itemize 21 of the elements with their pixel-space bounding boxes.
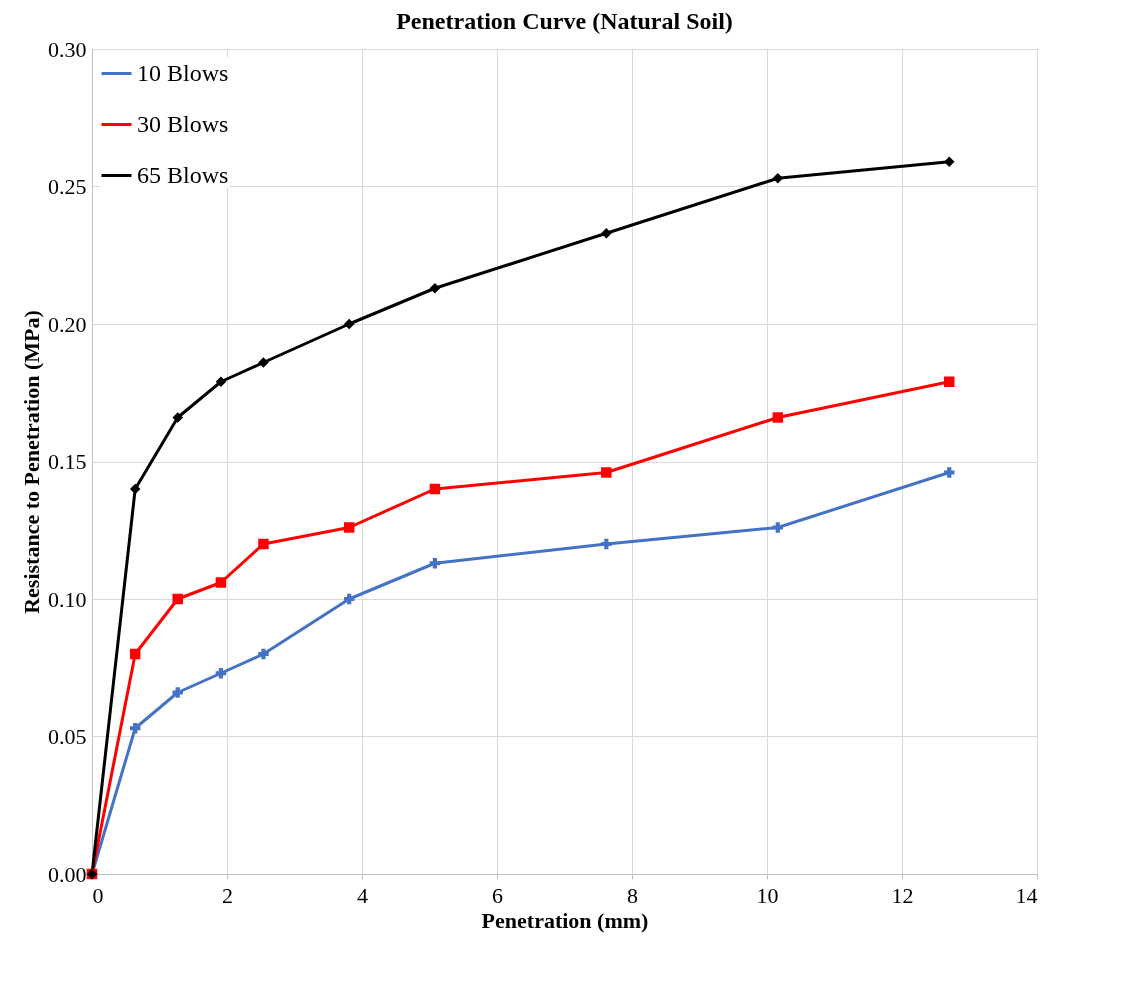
- y-tick-label: 0.05: [48, 724, 87, 749]
- x-tick-label: 4: [357, 882, 368, 908]
- x-tick-label: 14: [1015, 882, 1038, 908]
- y-tick-label: 0.30: [48, 36, 87, 62]
- y-axis-title: Resistance to Penetration (MPa): [19, 310, 44, 614]
- y-tick-label: 0.20: [48, 311, 87, 337]
- legend-label: 10 Blows: [137, 59, 229, 86]
- chart-title: Penetration Curve (Natural Soil): [396, 8, 733, 34]
- x-tick-label: 12: [891, 882, 914, 908]
- x-tick-label: 10: [756, 882, 779, 908]
- legend-label: 65 Blows: [137, 161, 229, 188]
- x-axis-title: Penetration (mm): [481, 907, 649, 933]
- y-tick-label: 0.10: [48, 586, 87, 612]
- x-tick-label: 8: [627, 882, 638, 908]
- y-tick-label: 0.00: [48, 861, 87, 887]
- y-tick-label: 0.15: [48, 449, 87, 474]
- x-tick-label: 2: [222, 882, 233, 908]
- x-tick-label: 0: [92, 882, 104, 908]
- legend-label: 30 Blows: [137, 110, 229, 137]
- x-tick-label: 6: [492, 882, 503, 908]
- y-tick-label: 0.25: [48, 174, 87, 199]
